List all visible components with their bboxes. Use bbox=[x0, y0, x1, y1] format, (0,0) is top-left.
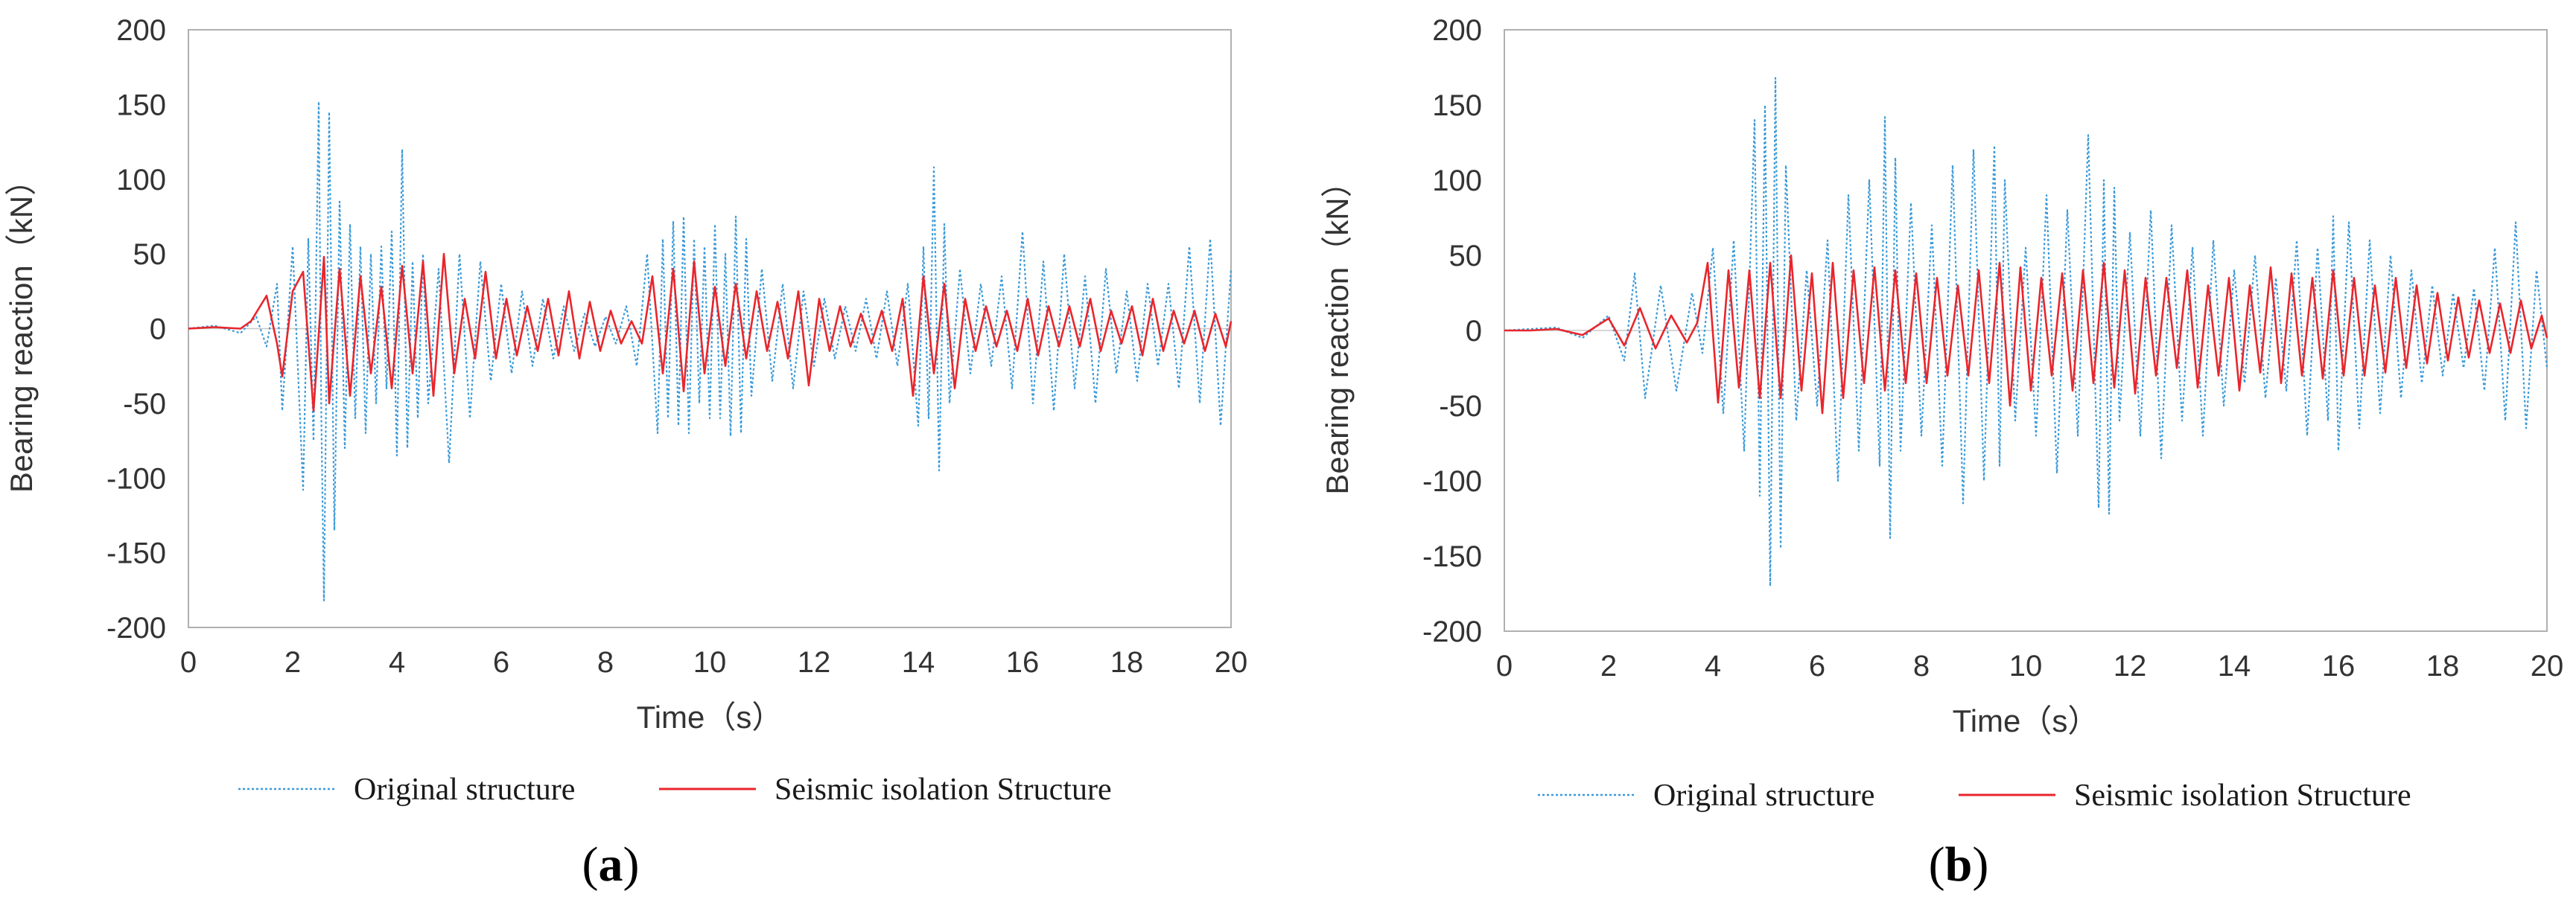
series-line-isolated bbox=[1504, 254, 2548, 415]
y-tick-label: -150 bbox=[106, 537, 166, 570]
x-tick-label: 10 bbox=[2009, 650, 2043, 683]
panel-label: (a) bbox=[582, 837, 640, 892]
x-tick-label: 6 bbox=[1809, 650, 1825, 683]
y-tick-label: 0 bbox=[150, 313, 166, 346]
y-axis-label: Bearing reaction（kN） bbox=[4, 164, 39, 493]
series-line-isolated bbox=[188, 252, 1233, 412]
y-tick-label: -50 bbox=[1439, 390, 1482, 423]
x-tick-label: 18 bbox=[1110, 646, 1144, 679]
y-tick-label: 0 bbox=[1466, 315, 1482, 348]
x-tick-label: 0 bbox=[1496, 650, 1513, 683]
legend-label: Seismic isolation Structure bbox=[2074, 779, 2411, 813]
y-tick-label: 150 bbox=[1432, 89, 1482, 122]
y-tick-label: 150 bbox=[116, 89, 166, 121]
x-tick-label: 16 bbox=[1006, 646, 1040, 679]
panel-label: (b) bbox=[1929, 837, 1989, 892]
chart-panel-b: 200 150 100 50 0 -50 -100 -150 -200 0 2 4 6 8 10 12 14 16… bbox=[1320, 14, 2563, 892]
y-tick-label: 200 bbox=[116, 14, 166, 47]
series-line-original bbox=[188, 100, 1233, 602]
x-tick-label: 2 bbox=[284, 646, 301, 679]
legend-label: Original structure bbox=[354, 773, 575, 807]
y-tick-label: -150 bbox=[1422, 540, 1482, 573]
y-tick-label: -100 bbox=[1422, 465, 1482, 498]
x-tick-label: 2 bbox=[1600, 650, 1617, 683]
x-tick-label: 14 bbox=[902, 646, 935, 679]
x-tick-label: 12 bbox=[2114, 650, 2147, 683]
y-tick-label: 50 bbox=[133, 238, 167, 271]
x-tick-label: 20 bbox=[2531, 650, 2564, 683]
y-tick-label: 50 bbox=[1449, 240, 1483, 272]
x-tick-label: 12 bbox=[798, 646, 831, 679]
panel-letter: a bbox=[599, 837, 623, 892]
legend: Original structure Seismic isolation Stru… bbox=[238, 773, 1112, 807]
x-tick-label: 6 bbox=[493, 646, 509, 679]
y-tick-label: -200 bbox=[1422, 616, 1482, 648]
x-tick-label: 4 bbox=[389, 646, 405, 679]
x-tick-label: 18 bbox=[2426, 650, 2460, 683]
x-tick-label: 20 bbox=[1215, 646, 1248, 679]
x-tick-label: 4 bbox=[1705, 650, 1721, 683]
series-line-original bbox=[1504, 77, 2548, 587]
legend: Original structure Seismic isolation Stru… bbox=[1538, 779, 2411, 813]
x-tick-label: 0 bbox=[180, 646, 197, 679]
y-axis-label: Bearing reaction（kN） bbox=[1320, 166, 1355, 494]
chart-panel-a: 200 150 100 50 0 -50 -100 -150 -200 0 2 4 6 8 10 12 14 16… bbox=[4, 14, 1247, 892]
legend-label: Original structure bbox=[1653, 779, 1874, 813]
y-tick-label: 100 bbox=[116, 164, 166, 196]
y-tick-label: -50 bbox=[123, 388, 166, 421]
x-axis-label: Time（s） bbox=[637, 700, 783, 735]
x-tick-label: 16 bbox=[2322, 650, 2356, 683]
x-axis-label: Time（s） bbox=[1953, 703, 2099, 738]
x-tick-label: 14 bbox=[2218, 650, 2251, 683]
y-tick-label: -100 bbox=[106, 462, 166, 495]
x-tick-label: 8 bbox=[597, 646, 614, 679]
y-tick-label: -200 bbox=[106, 612, 166, 645]
y-tick-label: 200 bbox=[1432, 14, 1482, 47]
x-tick-label: 8 bbox=[1913, 650, 1930, 683]
panel-letter: b bbox=[1945, 837, 1973, 892]
y-tick-label: 100 bbox=[1432, 164, 1482, 197]
legend-label: Seismic isolation Structure bbox=[775, 773, 1112, 807]
x-tick-label: 10 bbox=[693, 646, 727, 679]
